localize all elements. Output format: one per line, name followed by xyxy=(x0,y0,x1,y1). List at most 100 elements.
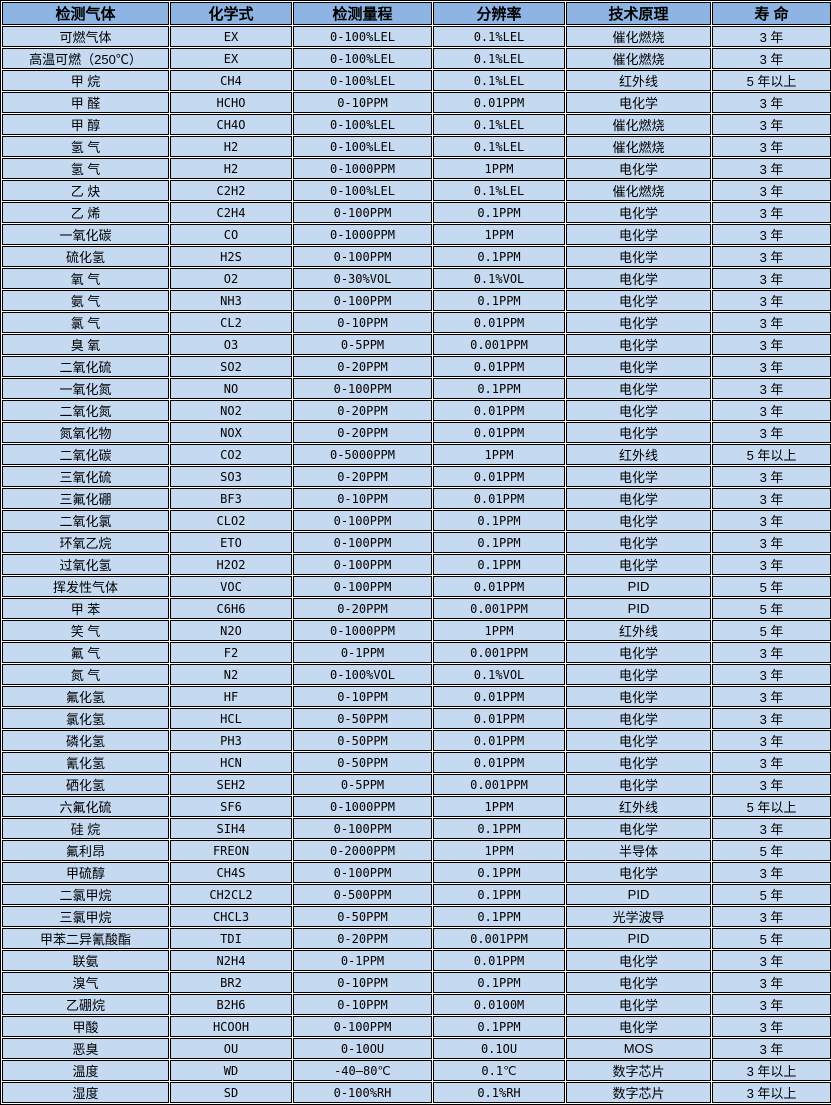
range-cell: 0-100%LEL xyxy=(293,48,432,69)
table-row: 三氟化硼 BF3 0-10PPM 0.01PPM 电化学 3 年 xyxy=(2,488,831,509)
table-row: 三氧化硫 SO3 0-20PPM 0.01PPM 电化学 3 年 xyxy=(2,466,831,487)
table-row: 甲 醛 HCHO 0-10PPM 0.01PPM 电化学 3 年 xyxy=(2,92,831,113)
range-cell: 0-5PPM xyxy=(293,334,432,355)
lifespan-cell: 3 年 xyxy=(712,774,831,795)
gas-name-cell: 甲 烷 xyxy=(2,70,169,91)
lifespan-cell: 3 年 xyxy=(712,510,831,531)
table-row: 甲 苯 C6H6 0-20PPM 0.001PPM PID 5 年 xyxy=(2,598,831,619)
column-header-range: 检测量程 xyxy=(293,2,432,25)
principle-cell: 光学波导 xyxy=(566,906,711,927)
range-cell: 0-5000PPM xyxy=(293,444,432,465)
principle-cell: 催化燃烧 xyxy=(566,180,711,201)
formula-cell: CH2CL2 xyxy=(170,884,292,905)
range-cell: 0-10OU xyxy=(293,1038,432,1059)
gas-name-cell: 可燃气体 xyxy=(2,26,169,47)
header-row: 检测气体 化学式 检测量程 分辨率 技术原理 寿 命 xyxy=(2,2,831,25)
lifespan-cell: 3 年 xyxy=(712,334,831,355)
lifespan-cell: 3 年 xyxy=(712,730,831,751)
range-cell: 0-20PPM xyxy=(293,400,432,421)
gas-name-cell: 笑 气 xyxy=(2,620,169,641)
gas-name-cell: 三氯甲烷 xyxy=(2,906,169,927)
lifespan-cell: 3 年 xyxy=(712,686,831,707)
principle-cell: 电化学 xyxy=(566,422,711,443)
formula-cell: EX xyxy=(170,48,292,69)
range-cell: 0-10PPM xyxy=(293,994,432,1015)
table-row: 溴气 BR2 0-10PPM 0.1PPM 电化学 3 年 xyxy=(2,972,831,993)
resolution-cell: 0.1%LEL xyxy=(433,26,565,47)
principle-cell: 电化学 xyxy=(566,708,711,729)
gas-name-cell: 挥发性气体 xyxy=(2,576,169,597)
table-row: 一氧化氮 NO 0-100PPM 0.1PPM 电化学 3 年 xyxy=(2,378,831,399)
range-cell: 0-10PPM xyxy=(293,92,432,113)
resolution-cell: 0.1PPM xyxy=(433,862,565,883)
range-cell: 0-100PPM xyxy=(293,290,432,311)
principle-cell: 催化燃烧 xyxy=(566,48,711,69)
lifespan-cell: 3 年 xyxy=(712,488,831,509)
formula-cell: HCOOH xyxy=(170,1016,292,1037)
gas-name-cell: 硅 烷 xyxy=(2,818,169,839)
formula-cell: F2 xyxy=(170,642,292,663)
lifespan-cell: 3 年 xyxy=(712,158,831,179)
principle-cell: 电化学 xyxy=(566,400,711,421)
gas-name-cell: 氯化氢 xyxy=(2,708,169,729)
formula-cell: CL2 xyxy=(170,312,292,333)
gas-name-cell: 硒化氢 xyxy=(2,774,169,795)
principle-cell: 电化学 xyxy=(566,202,711,223)
principle-cell: 电化学 xyxy=(566,686,711,707)
gas-name-cell: 氢 气 xyxy=(2,136,169,157)
resolution-cell: 0.1PPM xyxy=(433,818,565,839)
gas-name-cell: 硫化氢 xyxy=(2,246,169,267)
range-cell: 0-100PPM xyxy=(293,202,432,223)
resolution-cell: 0.001PPM xyxy=(433,928,565,949)
table-row: 氢 气 H2 0-1000PPM 1PPM 电化学 3 年 xyxy=(2,158,831,179)
gas-name-cell: 温度 xyxy=(2,1060,169,1081)
resolution-cell: 0.1PPM xyxy=(433,1016,565,1037)
principle-cell: 电化学 xyxy=(566,554,711,575)
resolution-cell: 0.01PPM xyxy=(433,422,565,443)
principle-cell: 电化学 xyxy=(566,378,711,399)
table-row: 六氟化硫 SF6 0-1000PPM 1PPM 红外线 5 年以上 xyxy=(2,796,831,817)
range-cell: 0-10PPM xyxy=(293,488,432,509)
principle-cell: 电化学 xyxy=(566,532,711,553)
range-cell: 0-100PPM xyxy=(293,246,432,267)
lifespan-cell: 3 年 xyxy=(712,180,831,201)
principle-cell: 催化燃烧 xyxy=(566,136,711,157)
resolution-cell: 1PPM xyxy=(433,158,565,179)
lifespan-cell: 5 年 xyxy=(712,840,831,861)
principle-cell: 电化学 xyxy=(566,312,711,333)
principle-cell: 电化学 xyxy=(566,774,711,795)
table-row: 硫化氢 H2S 0-100PPM 0.1PPM 电化学 3 年 xyxy=(2,246,831,267)
gas-name-cell: 一氧化碳 xyxy=(2,224,169,245)
principle-cell: PID xyxy=(566,928,711,949)
range-cell: 0-1000PPM xyxy=(293,158,432,179)
gas-name-cell: 氟 气 xyxy=(2,642,169,663)
lifespan-cell: 3 年 xyxy=(712,312,831,333)
resolution-cell: 0.1PPM xyxy=(433,378,565,399)
lifespan-cell: 3 年 xyxy=(712,818,831,839)
lifespan-cell: 3 年 xyxy=(712,422,831,443)
formula-cell: NH3 xyxy=(170,290,292,311)
gas-name-cell: 乙硼烷 xyxy=(2,994,169,1015)
principle-cell: 电化学 xyxy=(566,510,711,531)
range-cell: 0-20PPM xyxy=(293,928,432,949)
range-cell: 0-1000PPM xyxy=(293,224,432,245)
table-row: 甲 烷 CH4 0-100%LEL 0.1%LEL 红外线 5 年以上 xyxy=(2,70,831,91)
gas-name-cell: 乙 烯 xyxy=(2,202,169,223)
resolution-cell: 0.01PPM xyxy=(433,686,565,707)
resolution-cell: 0.1PPM xyxy=(433,246,565,267)
lifespan-cell: 3 年 xyxy=(712,994,831,1015)
lifespan-cell: 3 年 xyxy=(712,400,831,421)
principle-cell: 催化燃烧 xyxy=(566,114,711,135)
gas-name-cell: 氟化氢 xyxy=(2,686,169,707)
lifespan-cell: 3 年 xyxy=(712,202,831,223)
resolution-cell: 1PPM xyxy=(433,620,565,641)
resolution-cell: 0.0100M xyxy=(433,994,565,1015)
table-row: 甲 醇 CH4O 0-100%LEL 0.1%LEL 催化燃烧 3 年 xyxy=(2,114,831,135)
table-row: 氟化氢 HF 0-10PPM 0.01PPM 电化学 3 年 xyxy=(2,686,831,707)
gas-name-cell: 高温可燃（250℃） xyxy=(2,48,169,69)
gas-name-cell: 二氯甲烷 xyxy=(2,884,169,905)
principle-cell: 电化学 xyxy=(566,356,711,377)
formula-cell: OU xyxy=(170,1038,292,1059)
range-cell: 0-20PPM xyxy=(293,466,432,487)
gas-name-cell: 甲硫醇 xyxy=(2,862,169,883)
